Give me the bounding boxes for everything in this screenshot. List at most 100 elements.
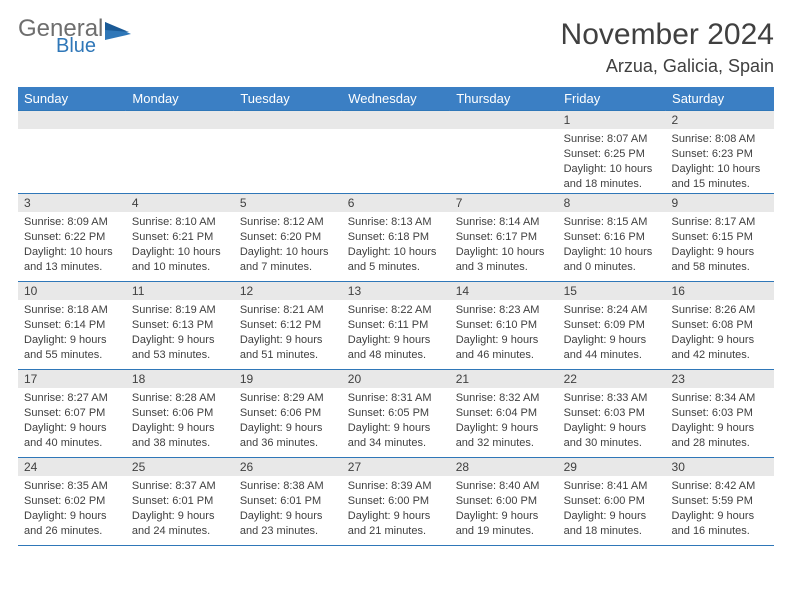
day-cell: 22Sunrise: 8:33 AMSunset: 6:03 PMDayligh… [558,370,666,458]
brand-logo: General Blue [18,18,131,56]
day-cell: 12Sunrise: 8:21 AMSunset: 6:12 PMDayligh… [234,282,342,370]
day-header: Friday [558,87,666,111]
daylight: Daylight: 9 hours and 36 minutes. [240,421,336,451]
day-cell: 29Sunrise: 8:41 AMSunset: 6:00 PMDayligh… [558,458,666,546]
header: General Blue November 2024 Arzua, Galici… [18,18,774,77]
sunset: Sunset: 6:00 PM [348,494,444,509]
day-number: 2 [666,111,774,129]
day-body: Sunrise: 8:28 AMSunset: 6:06 PMDaylight:… [126,388,234,452]
sunrise: Sunrise: 8:37 AM [132,479,228,494]
day-number: 7 [450,194,558,212]
day-cell: 13Sunrise: 8:22 AMSunset: 6:11 PMDayligh… [342,282,450,370]
day-cell [126,111,234,194]
day-number: 3 [18,194,126,212]
daylight: Daylight: 9 hours and 38 minutes. [132,421,228,451]
day-number: 8 [558,194,666,212]
day-cell: 16Sunrise: 8:26 AMSunset: 6:08 PMDayligh… [666,282,774,370]
sunset: Sunset: 6:06 PM [132,406,228,421]
day-number: 30 [666,458,774,476]
daylight: Daylight: 9 hours and 18 minutes. [564,509,660,539]
daylight: Daylight: 9 hours and 48 minutes. [348,333,444,363]
sunrise: Sunrise: 8:34 AM [672,391,768,406]
day-body: Sunrise: 8:12 AMSunset: 6:20 PMDaylight:… [234,212,342,276]
sunrise: Sunrise: 8:23 AM [456,303,552,318]
sunset: Sunset: 6:09 PM [564,318,660,333]
sunrise: Sunrise: 8:38 AM [240,479,336,494]
day-cell: 18Sunrise: 8:28 AMSunset: 6:06 PMDayligh… [126,370,234,458]
sunset: Sunset: 6:16 PM [564,230,660,245]
day-cell: 3Sunrise: 8:09 AMSunset: 6:22 PMDaylight… [18,194,126,282]
day-header: Saturday [666,87,774,111]
daylight: Daylight: 9 hours and 58 minutes. [672,245,768,275]
day-body: Sunrise: 8:32 AMSunset: 6:04 PMDaylight:… [450,388,558,452]
daylight: Daylight: 9 hours and 53 minutes. [132,333,228,363]
sunrise: Sunrise: 8:07 AM [564,132,660,147]
day-number: 23 [666,370,774,388]
sunrise: Sunrise: 8:13 AM [348,215,444,230]
daylight: Daylight: 9 hours and 24 minutes. [132,509,228,539]
day-cell: 1Sunrise: 8:07 AMSunset: 6:25 PMDaylight… [558,111,666,194]
sunrise: Sunrise: 8:29 AM [240,391,336,406]
day-number: 5 [234,194,342,212]
day-number: 20 [342,370,450,388]
sunrise: Sunrise: 8:10 AM [132,215,228,230]
day-number: 9 [666,194,774,212]
day-body: Sunrise: 8:39 AMSunset: 6:00 PMDaylight:… [342,476,450,540]
day-number: 26 [234,458,342,476]
sunrise: Sunrise: 8:08 AM [672,132,768,147]
day-number: 6 [342,194,450,212]
day-cell: 10Sunrise: 8:18 AMSunset: 6:14 PMDayligh… [18,282,126,370]
sunrise: Sunrise: 8:32 AM [456,391,552,406]
day-number: 4 [126,194,234,212]
day-body: Sunrise: 8:41 AMSunset: 6:00 PMDaylight:… [558,476,666,540]
day-body: Sunrise: 8:29 AMSunset: 6:06 PMDaylight:… [234,388,342,452]
day-body: Sunrise: 8:37 AMSunset: 6:01 PMDaylight:… [126,476,234,540]
day-header: Thursday [450,87,558,111]
day-body: Sunrise: 8:09 AMSunset: 6:22 PMDaylight:… [18,212,126,276]
sunset: Sunset: 6:03 PM [672,406,768,421]
daylight: Daylight: 10 hours and 10 minutes. [132,245,228,275]
day-body: Sunrise: 8:23 AMSunset: 6:10 PMDaylight:… [450,300,558,364]
week-row: 3Sunrise: 8:09 AMSunset: 6:22 PMDaylight… [18,194,774,282]
day-cell [234,111,342,194]
daylight: Daylight: 9 hours and 16 minutes. [672,509,768,539]
day-cell: 21Sunrise: 8:32 AMSunset: 6:04 PMDayligh… [450,370,558,458]
sunset: Sunset: 6:14 PM [24,318,120,333]
sunrise: Sunrise: 8:15 AM [564,215,660,230]
day-cell [450,111,558,194]
day-number: 28 [450,458,558,476]
sunset: Sunset: 6:08 PM [672,318,768,333]
day-cell: 24Sunrise: 8:35 AMSunset: 6:02 PMDayligh… [18,458,126,546]
day-number: 25 [126,458,234,476]
sunrise: Sunrise: 8:17 AM [672,215,768,230]
daylight: Daylight: 9 hours and 46 minutes. [456,333,552,363]
month-title: November 2024 [561,18,774,52]
day-cell: 9Sunrise: 8:17 AMSunset: 6:15 PMDaylight… [666,194,774,282]
sunset: Sunset: 6:15 PM [672,230,768,245]
day-cell [342,111,450,194]
day-header: Sunday [18,87,126,111]
day-number: 24 [18,458,126,476]
sunrise: Sunrise: 8:09 AM [24,215,120,230]
day-cell: 28Sunrise: 8:40 AMSunset: 6:00 PMDayligh… [450,458,558,546]
week-row: 1Sunrise: 8:07 AMSunset: 6:25 PMDaylight… [18,111,774,194]
flag-icon [105,22,131,42]
sunset: Sunset: 6:07 PM [24,406,120,421]
day-body: Sunrise: 8:17 AMSunset: 6:15 PMDaylight:… [666,212,774,276]
day-cell: 19Sunrise: 8:29 AMSunset: 6:06 PMDayligh… [234,370,342,458]
sunset: Sunset: 6:02 PM [24,494,120,509]
day-body: Sunrise: 8:13 AMSunset: 6:18 PMDaylight:… [342,212,450,276]
day-body: Sunrise: 8:19 AMSunset: 6:13 PMDaylight:… [126,300,234,364]
daylight: Daylight: 9 hours and 40 minutes. [24,421,120,451]
daylight: Daylight: 10 hours and 3 minutes. [456,245,552,275]
sunset: Sunset: 6:04 PM [456,406,552,421]
sunset: Sunset: 6:20 PM [240,230,336,245]
sunrise: Sunrise: 8:14 AM [456,215,552,230]
sunset: Sunset: 6:01 PM [240,494,336,509]
day-number: 10 [18,282,126,300]
daylight: Daylight: 10 hours and 5 minutes. [348,245,444,275]
day-cell: 20Sunrise: 8:31 AMSunset: 6:05 PMDayligh… [342,370,450,458]
sunrise: Sunrise: 8:22 AM [348,303,444,318]
daylight: Daylight: 10 hours and 18 minutes. [564,162,660,192]
sunrise: Sunrise: 8:28 AM [132,391,228,406]
